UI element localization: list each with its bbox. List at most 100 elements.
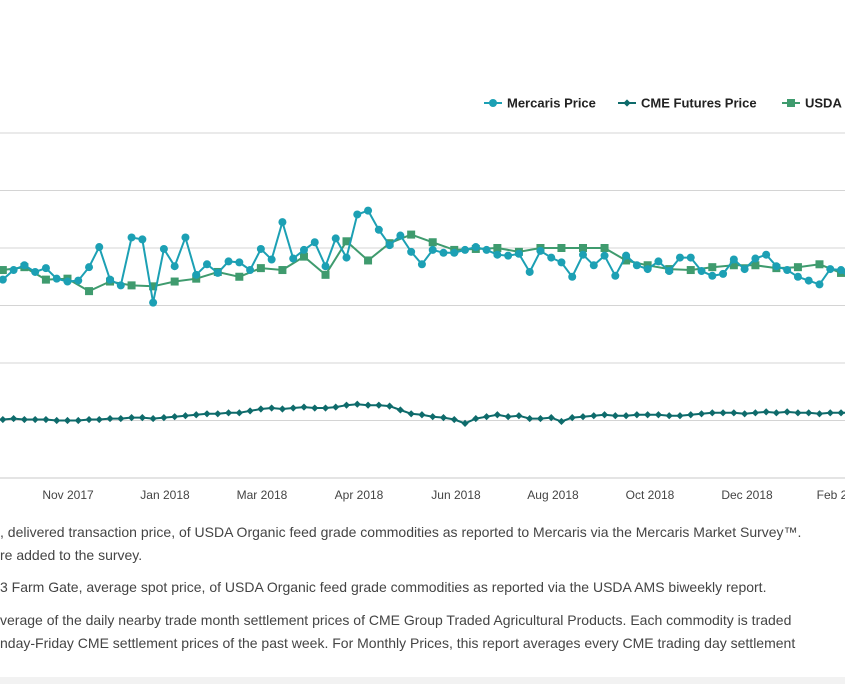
data-point[interactable] [353, 400, 361, 408]
data-point[interactable] [654, 411, 663, 419]
data-point[interactable] [600, 244, 609, 252]
data-point[interactable] [730, 409, 738, 417]
data-point[interactable] [428, 238, 437, 247]
data-point[interactable] [482, 245, 491, 254]
data-point[interactable] [342, 253, 351, 262]
data-point[interactable] [386, 402, 394, 410]
data-point[interactable] [525, 267, 534, 276]
data-point[interactable] [311, 404, 319, 412]
data-point[interactable] [235, 272, 244, 281]
data-point[interactable] [63, 277, 72, 286]
data-point[interactable] [127, 281, 136, 290]
data-point[interactable] [578, 250, 587, 259]
data-point[interactable] [665, 267, 674, 275]
data-point[interactable] [536, 246, 545, 255]
data-point[interactable] [52, 274, 61, 283]
legend-item-cme-futures-price[interactable]: CME Futures Price [618, 96, 757, 111]
data-point[interactable] [364, 401, 372, 409]
data-point[interactable] [837, 266, 845, 275]
data-point[interactable] [429, 413, 437, 421]
data-point[interactable] [342, 237, 351, 246]
data-point[interactable] [117, 414, 125, 423]
data-point[interactable] [256, 264, 265, 273]
data-point[interactable] [160, 414, 168, 422]
data-point[interactable] [278, 405, 287, 413]
data-point[interactable] [417, 260, 426, 269]
data-point[interactable] [299, 252, 308, 261]
data-point[interactable] [589, 261, 598, 270]
data-point[interactable] [815, 410, 824, 418]
data-point[interactable] [0, 275, 7, 284]
data-point[interactable] [375, 401, 383, 409]
data-point[interactable] [41, 264, 50, 273]
data-point[interactable] [74, 276, 83, 285]
data-point[interactable] [547, 253, 556, 262]
data-point[interactable] [493, 411, 501, 419]
data-point[interactable] [332, 403, 340, 411]
data-point[interactable] [321, 270, 330, 279]
data-point[interactable] [708, 271, 717, 280]
data-point[interactable] [751, 254, 760, 263]
data-point[interactable] [557, 417, 566, 426]
data-point[interactable] [42, 415, 50, 424]
data-point[interactable] [686, 266, 695, 275]
data-point[interactable] [278, 218, 287, 227]
data-point[interactable] [127, 233, 136, 242]
data-point[interactable] [106, 414, 114, 423]
data-point[interactable] [450, 248, 459, 257]
data-point[interactable] [644, 411, 652, 419]
data-point[interactable] [804, 276, 813, 285]
data-point[interactable] [526, 414, 534, 423]
data-point[interactable] [504, 251, 513, 260]
data-point[interactable] [310, 238, 319, 247]
data-point[interactable] [149, 298, 158, 307]
data-point[interactable] [805, 409, 813, 417]
data-point[interactable] [439, 248, 448, 257]
data-point[interactable] [665, 412, 673, 420]
data-point[interactable] [364, 256, 373, 265]
data-point[interactable] [385, 241, 394, 250]
data-point[interactable] [772, 262, 781, 271]
data-point[interactable] [267, 255, 276, 264]
data-point[interactable] [192, 411, 200, 419]
data-point[interactable] [257, 405, 265, 413]
data-point[interactable] [729, 261, 738, 270]
data-point[interactable] [181, 412, 190, 420]
data-point[interactable] [751, 409, 759, 417]
data-point[interactable] [192, 270, 201, 279]
data-point[interactable] [116, 281, 125, 290]
data-point[interactable] [815, 260, 824, 269]
data-point[interactable] [719, 409, 727, 417]
data-point[interactable] [20, 415, 28, 424]
data-point[interactable] [127, 414, 136, 422]
data-point[interactable] [622, 251, 631, 260]
data-point[interactable] [461, 245, 470, 254]
data-point[interactable] [246, 407, 254, 415]
data-point[interactable] [428, 245, 437, 254]
data-point[interactable] [762, 250, 771, 259]
data-point[interactable] [493, 250, 502, 259]
data-point[interactable] [235, 258, 244, 267]
data-point[interactable] [622, 256, 631, 265]
data-point[interactable] [31, 267, 40, 276]
data-point[interactable] [235, 409, 243, 417]
data-point[interactable] [600, 251, 609, 260]
data-point[interactable] [138, 235, 147, 244]
data-point[interactable] [246, 266, 255, 275]
data-point[interactable] [793, 272, 802, 281]
data-point[interactable] [289, 404, 297, 412]
data-point[interactable] [815, 280, 824, 289]
data-point[interactable] [41, 275, 50, 284]
data-point[interactable] [181, 233, 190, 242]
data-point[interactable] [374, 225, 383, 234]
data-point[interactable] [741, 410, 749, 418]
data-point[interactable] [794, 409, 802, 417]
data-point[interactable] [407, 410, 415, 418]
data-point[interactable] [85, 287, 94, 296]
data-point[interactable] [557, 244, 566, 252]
data-point[interactable] [590, 412, 598, 420]
data-point[interactable] [159, 244, 168, 253]
data-point[interactable] [686, 253, 695, 262]
data-point[interactable] [31, 415, 39, 424]
data-point[interactable] [557, 258, 566, 267]
